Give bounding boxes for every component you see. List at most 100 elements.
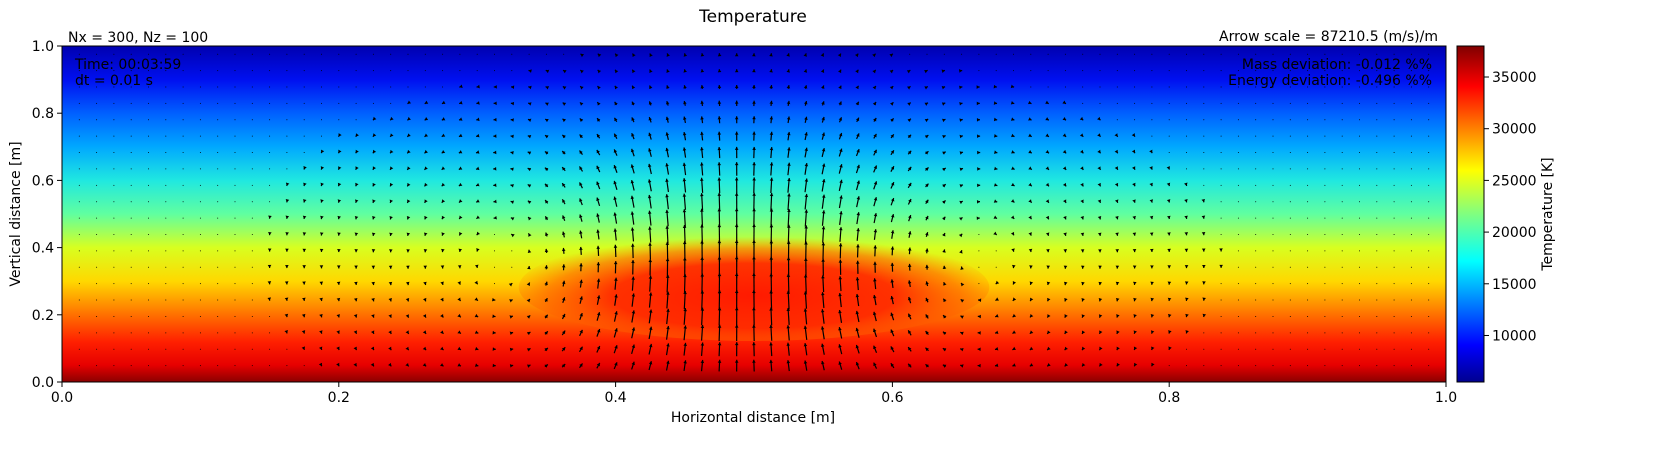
- quiver-dot: [1134, 70, 1136, 72]
- dt-text: dt = 0.01 s: [75, 73, 153, 89]
- quiver-arrowhead: [493, 166, 497, 171]
- quiver-arrowhead: [476, 117, 480, 122]
- quiver-dot: [1255, 332, 1257, 334]
- quiver-arrowhead: [872, 328, 877, 333]
- quiver-dot: [1099, 86, 1101, 88]
- quiver-dot: [217, 283, 219, 285]
- quiver-arrowhead: [682, 193, 687, 197]
- quiver-dot: [1359, 299, 1360, 301]
- quiver-dot: [199, 365, 201, 367]
- quiver-arrowhead: [1097, 133, 1101, 137]
- quiver-arrowhead: [476, 215, 480, 219]
- quiver-arrowhead: [459, 215, 463, 220]
- quiver-dot: [1324, 168, 1326, 170]
- colorbar-label: Temperature [K]: [1540, 157, 1556, 271]
- quiver-dot: [1428, 348, 1430, 350]
- quiver-arrowhead: [856, 149, 860, 153]
- quiver-arrowhead: [1097, 166, 1101, 170]
- quiver-arrowhead: [371, 314, 375, 318]
- quiver-dot: [1376, 119, 1378, 121]
- quiver-dot: [1393, 135, 1395, 137]
- quiver-dot: [1186, 365, 1187, 367]
- quiver-dot: [286, 70, 288, 72]
- quiver-arrowhead: [1064, 297, 1068, 302]
- quiver-dot: [1064, 53, 1066, 55]
- quiver-arrowhead: [925, 264, 929, 268]
- quiver-arrowhead: [855, 260, 860, 264]
- quiver-dot: [96, 168, 98, 170]
- quiver-dot: [1324, 348, 1326, 350]
- quiver-arrowhead: [803, 291, 808, 295]
- quiver-dot: [1289, 168, 1291, 170]
- quiver-dot: [303, 119, 305, 121]
- quiver-arrowhead: [561, 364, 566, 368]
- quiver-arrowhead: [960, 299, 965, 303]
- quiver-arrowhead: [647, 179, 652, 183]
- quiver-arrowhead: [597, 102, 601, 106]
- quiver-arrowhead: [631, 344, 636, 348]
- quiver-arrowhead: [995, 330, 999, 335]
- quiver-arrowhead: [872, 311, 877, 316]
- quiver-dot: [407, 86, 409, 88]
- quiver-dot: [182, 315, 184, 317]
- quiver-arrowhead: [509, 364, 514, 368]
- quiver-arrowhead: [336, 330, 340, 334]
- quiver-arrowhead: [458, 248, 463, 252]
- quiver-arrowhead: [424, 199, 428, 203]
- quiver-dot: [1341, 70, 1343, 72]
- quiver-arrowhead: [561, 297, 566, 301]
- quiver-arrowhead: [338, 166, 342, 170]
- quiver-arrowhead: [1114, 182, 1119, 187]
- quiver-dot: [1359, 332, 1360, 334]
- quiver-arrowhead: [838, 117, 843, 121]
- quiver-arrowhead: [907, 296, 912, 301]
- quiver-arrowhead: [648, 242, 652, 246]
- quiver-dot: [1393, 233, 1395, 235]
- quiver-dot: [234, 315, 236, 317]
- quiver-arrowhead: [752, 146, 756, 150]
- quiver-arrowhead: [597, 86, 601, 90]
- quiver-arrowhead: [993, 199, 998, 203]
- quiver-arrowhead: [993, 215, 998, 219]
- quiver-arrowhead: [285, 215, 290, 219]
- quiver-arrowhead: [683, 85, 687, 89]
- quiver-arrowhead: [441, 117, 446, 121]
- quiver-arrowhead: [441, 232, 445, 236]
- quiver-dot: [1237, 250, 1239, 252]
- quiver-dot: [1324, 217, 1326, 219]
- quiver-arrowhead: [855, 310, 860, 315]
- quiver-dot: [1289, 102, 1291, 104]
- quiver-dot: [165, 332, 167, 334]
- quiver-dot: [1307, 184, 1309, 186]
- quiver-dot: [1410, 168, 1412, 170]
- quiver-arrowhead: [388, 298, 392, 302]
- quiver-dot: [217, 152, 219, 154]
- quiver-dot: [1255, 266, 1257, 268]
- quiver-arrowhead: [890, 295, 894, 300]
- quiver-dot: [1272, 250, 1274, 252]
- quiver-arrowhead: [614, 345, 618, 349]
- quiver-arrowhead: [752, 116, 756, 120]
- quiver-dot: [372, 53, 374, 55]
- quiver-dot: [165, 201, 167, 203]
- quiver-arrowhead: [838, 243, 843, 247]
- quiver-dot: [269, 332, 271, 334]
- quiver-arrowhead: [1064, 314, 1068, 318]
- quiver-arrowhead: [424, 117, 429, 121]
- quiver-arrowhead: [786, 342, 791, 346]
- quiver-dot: [1151, 135, 1153, 137]
- quiver-dot: [1186, 53, 1187, 55]
- quiver-arrowhead: [890, 363, 895, 367]
- quiver-arrowhead: [597, 53, 602, 58]
- quiver-dot: [96, 233, 98, 235]
- quiver-arrowhead: [942, 265, 947, 269]
- quiver-arrowhead: [1028, 248, 1033, 253]
- quiver-arrowhead: [1080, 249, 1085, 253]
- quiver-arrowhead: [1097, 116, 1101, 121]
- quiver-dot: [1237, 152, 1239, 154]
- quiver-arrowhead: [285, 182, 290, 186]
- quiver-dot: [96, 184, 98, 186]
- quiver-dot: [1324, 299, 1326, 301]
- colorbar-tick-label: 35000: [1492, 70, 1537, 86]
- quiver-dot: [1203, 70, 1205, 72]
